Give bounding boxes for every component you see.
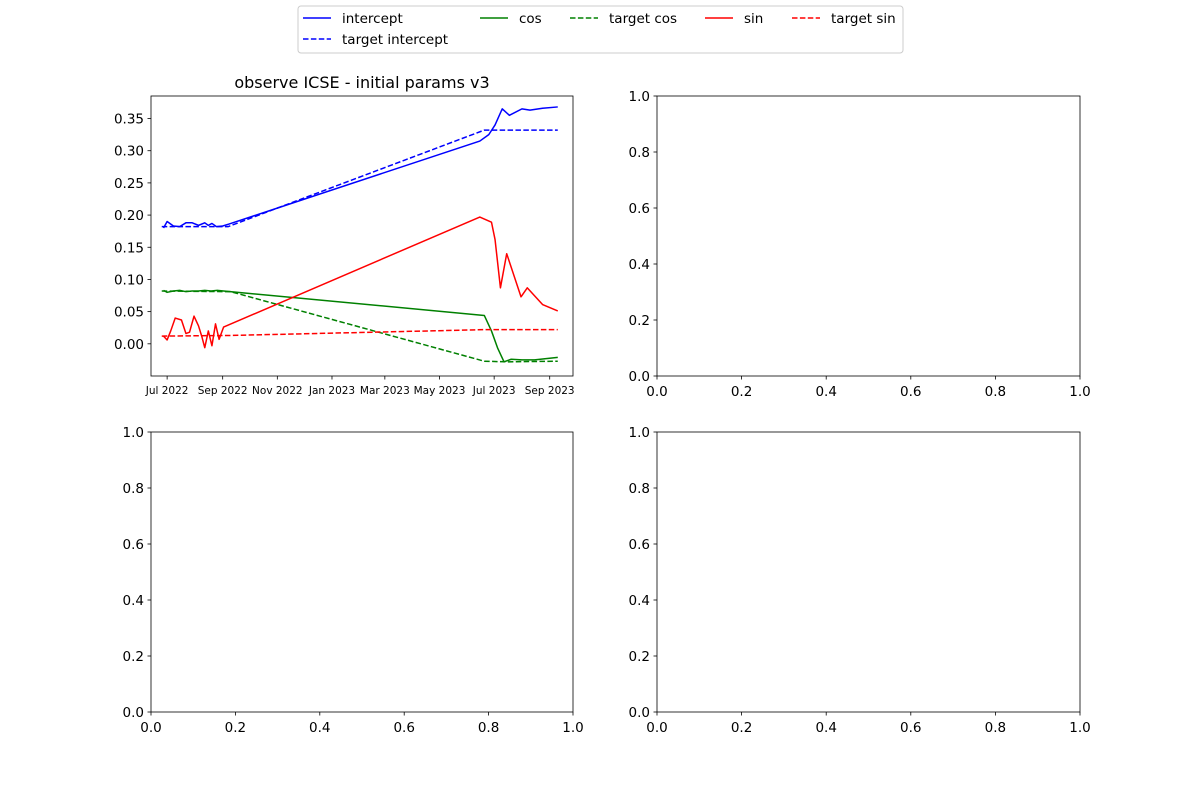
y-tick-label: 0.0 — [629, 369, 650, 385]
x-tick-label: 0.8 — [985, 384, 1006, 400]
legend-label: cos — [519, 11, 542, 27]
y-tick-label: 0.0 — [629, 705, 650, 721]
y-tick-label: 0.8 — [629, 145, 650, 161]
axes-frame — [656, 95, 1081, 377]
y-tick-label: 0.10 — [114, 272, 144, 288]
axes-frame — [656, 431, 1081, 713]
x-tick-label: 0.8 — [985, 720, 1006, 736]
y-tick-label: 0.4 — [123, 593, 144, 609]
x-tick-label: 0.2 — [731, 720, 752, 736]
x-tick-label: Sep 2023 — [525, 385, 575, 397]
series-line-target-intercept — [161, 129, 558, 228]
y-tick-label: 0.2 — [123, 649, 144, 665]
legend-label: target sin — [831, 11, 896, 27]
x-tick-label: Nov 2022 — [252, 385, 303, 397]
x-tick-label: 0.6 — [900, 720, 921, 736]
y-tick-label: 1.0 — [629, 89, 650, 105]
x-tick-label: Jul 2022 — [145, 385, 189, 397]
x-tick-label: 0.2 — [225, 720, 246, 736]
series-line-target-cos — [161, 290, 558, 363]
y-tick-label: 0.0 — [123, 705, 144, 721]
y-tick-label: 0.2 — [629, 313, 650, 329]
series-line-target-sin — [161, 328, 558, 337]
axes-empty-top-right: 0.0 0.2 0.4 0.6 0.8 1.0 0.0 0.2 0.4 0.6 0.8 1.0 — [629, 89, 1091, 400]
x-tick-label: 0.8 — [478, 720, 499, 736]
y-tick-label: 0.8 — [629, 481, 650, 497]
x-tick-label: 0.4 — [815, 384, 836, 400]
legend-label: intercept — [342, 11, 403, 27]
series-line-cos — [163, 289, 558, 363]
y-tick-label: 0.6 — [629, 537, 650, 553]
x-tick-label: Sep 2022 — [198, 385, 248, 397]
x-tick-label: 0.4 — [815, 720, 836, 736]
axes-empty-bottom-right: 0.0 0.2 0.4 0.6 0.8 1.0 0.0 0.2 0.4 0.6 0.8 1.0 — [629, 425, 1091, 736]
x-tick-label: May 2023 — [414, 385, 466, 397]
x-tick-label: 0.2 — [731, 384, 752, 400]
y-tick-label: 0.6 — [123, 537, 144, 553]
y-tick-label: 0.25 — [114, 176, 144, 192]
legend-frame — [297, 5, 904, 54]
y-tick-label: 0.6 — [629, 201, 650, 217]
x-tick-label: 0.6 — [393, 720, 414, 736]
y-tick-label: 1.0 — [629, 425, 650, 441]
x-tick-label: 0.0 — [646, 384, 667, 400]
x-tick-label: 1.0 — [562, 720, 583, 736]
x-tick-label: Jul 2023 — [472, 385, 516, 397]
axes-frame — [150, 95, 574, 377]
x-tick-label: 0.0 — [140, 720, 161, 736]
legend-label: sin — [744, 11, 763, 27]
y-tick-label: 0.4 — [629, 257, 650, 273]
x-tick-label: 0.0 — [646, 720, 667, 736]
y-tick-label: 0.30 — [114, 144, 144, 160]
y-tick-label: 0.00 — [114, 337, 144, 353]
series-line-sin — [162, 216, 559, 349]
legend-label: target intercept — [342, 32, 448, 48]
y-tick-label: 0.8 — [123, 481, 144, 497]
y-tick-label: 1.0 — [123, 425, 144, 441]
x-tick-label: Jan 2023 — [308, 385, 355, 397]
x-tick-label: 1.0 — [1069, 720, 1090, 736]
y-tick-label: 0.4 — [629, 593, 650, 609]
axes-frame — [150, 431, 574, 713]
legend: intercept target intercept cos target cos si… — [297, 5, 904, 54]
y-tick-label: 0.35 — [114, 112, 144, 128]
x-tick-label: Mar 2023 — [360, 385, 410, 397]
legend-label: target cos — [609, 11, 677, 27]
y-tick-label: 0.05 — [114, 305, 144, 321]
y-tick-label: 0.15 — [114, 240, 144, 256]
x-tick-label: 0.4 — [309, 720, 330, 736]
y-tick-label: 0.2 — [629, 649, 650, 665]
axes-main-chart: Jul 2022 Sep 2022 Nov 2022 Jan 2023 Mar 2023… — [114, 73, 575, 397]
axes-empty-bottom-left: 0.0 0.2 0.4 0.6 0.8 1.0 0.0 0.2 0.4 0.6 0.8 1.0 — [123, 425, 584, 736]
x-tick-label: 0.6 — [900, 384, 921, 400]
y-tick-label: 0.20 — [114, 208, 144, 224]
x-tick-label: 1.0 — [1069, 384, 1090, 400]
chart-title: observe ICSE - initial params v3 — [234, 73, 489, 92]
